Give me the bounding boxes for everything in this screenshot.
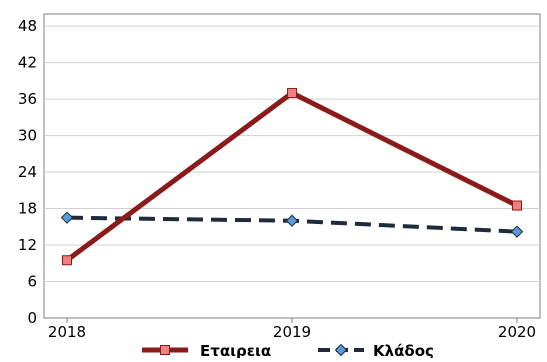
- data-point: [60, 211, 74, 224]
- legend-swatch-marker: [160, 345, 170, 355]
- x-axis-ticks: 2018 2019 2020: [48, 318, 536, 341]
- series-1: [60, 211, 524, 238]
- x-tick-label: 2019: [273, 323, 311, 341]
- y-tick-label: 24: [18, 163, 37, 181]
- x-tick-label: 2020: [498, 323, 536, 341]
- legend-label: Εταιρεια: [200, 342, 271, 358]
- y-axis-ticks: 0 6 12 18 24 30 36 42 48: [18, 17, 37, 327]
- y-tick-label: 6: [27, 273, 37, 291]
- data-point: [510, 225, 524, 238]
- legend-swatch-marker: [334, 343, 348, 357]
- gridlines: [44, 25, 540, 283]
- data-point: [62, 255, 72, 266]
- data-point: [512, 200, 522, 211]
- data-point: [285, 214, 299, 227]
- legend: Εταιρεια Κλάδος: [142, 342, 434, 360]
- y-tick-label: 30: [18, 127, 37, 145]
- y-tick-label: 48: [18, 17, 37, 35]
- data-point: [287, 88, 297, 99]
- y-tick-label: 42: [18, 54, 37, 72]
- series-lines: [60, 88, 524, 266]
- x-tick-label: 2018: [48, 323, 86, 341]
- y-tick-label: 0: [27, 309, 37, 327]
- legend-entry: Κλάδος: [318, 342, 434, 360]
- y-tick-label: 18: [18, 200, 37, 218]
- legend-entry: Εταιρεια: [142, 342, 271, 360]
- y-tick-label: 12: [18, 236, 37, 254]
- series-0: [62, 88, 522, 266]
- legend-label: Κλάδος: [373, 342, 434, 358]
- plot-area: [43, 13, 541, 319]
- y-tick-label: 36: [18, 90, 37, 108]
